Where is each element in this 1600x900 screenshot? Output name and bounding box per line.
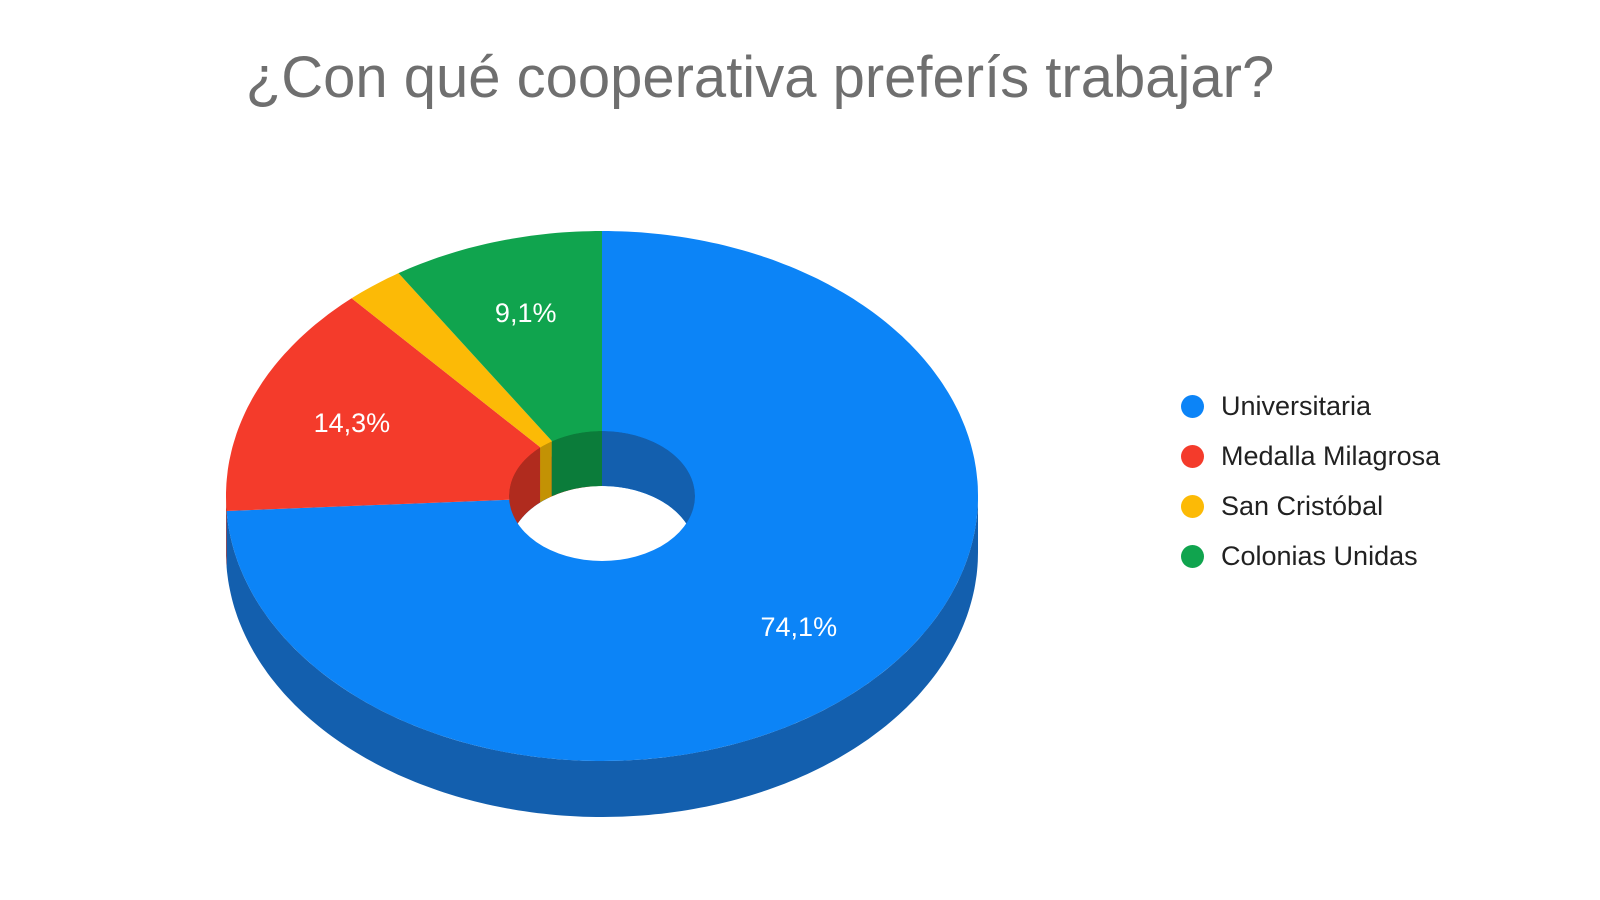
slice-label-colonias-unidas: 9,1% [495,298,557,328]
pie-slice-medalla-milagrosa[interactable] [226,298,602,511]
pie-slice-colonias-unidas[interactable] [398,231,603,496]
donut-hole-wall-san-cristobal [540,441,552,503]
legend-item-san-cristobal[interactable]: San Cristóbal [1181,493,1440,520]
legend-item-universitaria[interactable]: Universitaria [1181,393,1440,420]
legend-swatch-icon [1181,495,1204,518]
slice-label-universitaria: 74,1% [761,612,838,642]
pie-slice-side-universitaria [226,496,979,817]
legend-label: Colonias Unidas [1221,541,1418,571]
legend-item-medalla-milagrosa[interactable]: Medalla Milagrosa [1181,443,1440,470]
donut-hole-wall-colonias-unidas [551,431,602,497]
pie-slice-san-cristobal[interactable] [351,273,602,496]
legend-label: Medalla Milagrosa [1221,441,1441,471]
donut-hole [509,431,695,561]
pie-slice-side-medalla-milagrosa [226,496,227,567]
legend-item-colonias-unidas[interactable]: Colonias Unidas [1181,543,1440,570]
donut-hole-wall-medalla-milagrosa [509,447,541,551]
chart-title: ¿Con qué cooperativa preferís trabajar? [245,45,1275,110]
legend-swatch-icon [1181,395,1204,418]
donut-hole-wall-universitaria [602,431,695,551]
legend: Universitaria Medalla Milagrosa San Cris… [1181,393,1440,570]
legend-label: San Cristóbal [1221,491,1384,521]
legend-label: Universitaria [1221,391,1372,421]
donut-hole-floor [509,486,695,561]
legend-swatch-icon [1181,445,1204,468]
legend-swatch-icon [1181,545,1204,568]
slice-label-medalla-milagrosa: 14,3% [314,408,391,438]
